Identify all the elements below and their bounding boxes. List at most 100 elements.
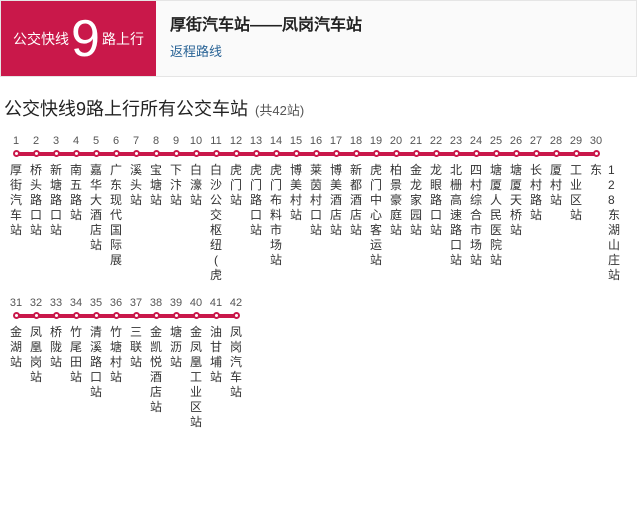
station-dot [186, 311, 206, 319]
station-label: 东 [586, 163, 606, 178]
station-number: 17 [326, 135, 346, 147]
station-number: 38 [146, 297, 166, 309]
station-dot [306, 149, 326, 157]
station-dot [226, 149, 246, 157]
station-dot [146, 311, 166, 319]
station-dot [86, 149, 106, 157]
section-title: 公交快线9路上行所有公交车站 (共42站) [4, 95, 637, 121]
station-label: 虎门站 [226, 163, 246, 208]
badge-prefix: 公交快线 [13, 29, 69, 49]
station-label: 南五路站 [66, 163, 86, 223]
station-dot [46, 149, 66, 157]
station-dot [6, 149, 26, 157]
station-label: 厚街汽车站 [6, 163, 26, 238]
station-label: 工业区站 [566, 163, 586, 223]
station-label: 广东现代国际展 [106, 163, 126, 268]
station-dot [266, 149, 286, 157]
station-label: 四村综合市场站 [466, 163, 486, 268]
station-number: 11 [206, 135, 226, 147]
station-count: (共42站) [255, 103, 304, 118]
station-number: 22 [426, 135, 446, 147]
station-dot [26, 149, 46, 157]
station-dot [486, 149, 506, 157]
station-label: 金凤凰工业区站 [186, 325, 206, 430]
station-number: 2 [26, 135, 46, 147]
station-number: 23 [446, 135, 466, 147]
station-number: 15 [286, 135, 306, 147]
station-label: 龙眼路口站 [426, 163, 446, 238]
station-number: 12 [226, 135, 246, 147]
station-dot [366, 149, 386, 157]
station-label: 下汴站 [166, 163, 186, 208]
station-dot [126, 149, 146, 157]
station-number: 16 [306, 135, 326, 147]
station-number: 7 [126, 135, 146, 147]
station-dot [446, 149, 466, 157]
station-label: 金龙家园站 [406, 163, 426, 238]
route-diagram: 1234567891011121314151617181920212223242… [0, 125, 637, 464]
station-label: 塘厦人民医院站 [486, 163, 506, 268]
station-dot [46, 311, 66, 319]
station-number: 39 [166, 297, 186, 309]
station-label: 凤凰岗站 [26, 325, 46, 385]
station-number: 19 [366, 135, 386, 147]
station-dot [566, 149, 586, 157]
station-label: 清溪路口站 [86, 325, 106, 400]
station-number: 24 [466, 135, 486, 147]
station-label: 金湖站 [6, 325, 26, 370]
station-label: 厦村站 [546, 163, 566, 208]
station-label: 虎门中心客运站 [366, 163, 386, 268]
station-dot [386, 149, 406, 157]
station-number: 32 [26, 297, 46, 309]
station-dot [6, 311, 26, 319]
station-number: 41 [206, 297, 226, 309]
station-label: 博美酒店站 [326, 163, 346, 238]
station-dot [506, 149, 526, 157]
station-number: 42 [226, 297, 246, 309]
station-label: 莱茵村口站 [306, 163, 326, 238]
section-title-text: 公交快线9路上行所有公交车站 [4, 99, 248, 119]
badge-suffix: 路上行 [102, 29, 144, 49]
station-dot [66, 311, 86, 319]
station-label: 长村路站 [526, 163, 546, 223]
station-dot [66, 149, 86, 157]
station-number: 14 [266, 135, 286, 147]
station-label: 塘沥站 [166, 325, 186, 370]
station-number: 27 [526, 135, 546, 147]
station-label: 桥头路口站 [26, 163, 46, 238]
station-label: 白沙公交枢纽(虎 [206, 163, 226, 283]
station-number: 33 [46, 297, 66, 309]
station-label: 竹尾田站 [66, 325, 86, 385]
station-dot [26, 311, 46, 319]
station-dot [406, 149, 426, 157]
station-label: 三联站 [126, 325, 146, 370]
station-label: 竹塘村站 [106, 325, 126, 385]
station-number: 36 [106, 297, 126, 309]
station-number: 4 [66, 135, 86, 147]
station-dot [86, 311, 106, 319]
station-dot [586, 149, 606, 157]
station-label: 金凯悦酒店站 [146, 325, 166, 415]
station-label: 柏景豪庭站 [386, 163, 406, 238]
station-label: 虎门路口站 [246, 163, 266, 238]
return-route-link[interactable]: 返程路线 [170, 44, 222, 59]
station-dot [466, 149, 486, 157]
station-dot [346, 149, 366, 157]
station-number: 10 [186, 135, 206, 147]
station-number: 31 [6, 297, 26, 309]
station-dot [146, 149, 166, 157]
station-label: 新都酒店站 [346, 163, 366, 238]
station-dot [166, 149, 186, 157]
station-label: 虎门布料市场站 [266, 163, 286, 268]
station-number: 40 [186, 297, 206, 309]
station-dot [106, 311, 126, 319]
station-label: 博美村站 [286, 163, 306, 223]
station-dot [206, 311, 226, 319]
station-dot [166, 311, 186, 319]
station-number: 6 [106, 135, 126, 147]
station-dot [206, 149, 226, 157]
extra-label: 128东湖山庄站 [608, 163, 630, 283]
station-number: 30 [586, 135, 606, 147]
station-label: 桥陇站 [46, 325, 66, 370]
station-dot [526, 149, 546, 157]
